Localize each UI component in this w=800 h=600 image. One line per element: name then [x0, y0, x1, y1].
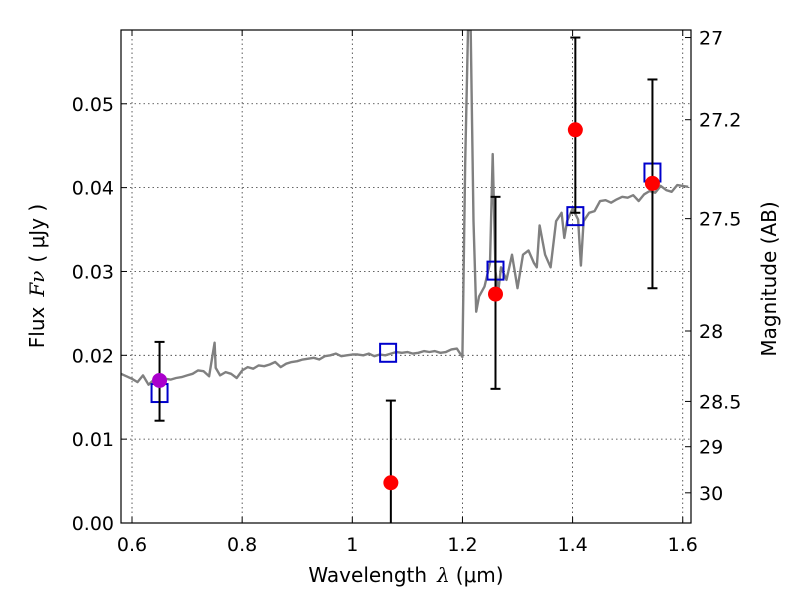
x-tick-label-5: 1.6: [668, 534, 698, 556]
grid-lines: [121, 30, 691, 524]
model-point-1: [379, 342, 398, 363]
y2-tick-label-1: 27.2: [699, 110, 741, 132]
y2-axis-label: Magnitude (AB): [757, 201, 781, 356]
y-tick-label-0: 0.00: [72, 513, 114, 535]
spectrum-line: [121, 30, 689, 386]
x-tick-label-3: 1.2: [447, 534, 477, 556]
plot-data: [121, 30, 689, 404]
y-tick-label-3: 0.03: [72, 261, 114, 283]
y-axis-label: FluxFν( μJy ): [25, 204, 49, 348]
y2-tick-label-6: 30: [699, 483, 723, 505]
axis-ticks: 0.6 0.8 1 1.2 1.4 1.6 0.00 0.01 0.02 0.03 0.04 0.05…: [72, 28, 742, 556]
observed-point-2-1: [487, 286, 503, 302]
y-tick-label-1: 0.01: [72, 429, 114, 451]
y-tick-label-2: 0.02: [72, 345, 114, 367]
observed-point-3-0: [152, 372, 168, 388]
y2-tick-label-2: 27.5: [699, 209, 741, 231]
x-tick-label-1: 0.8: [227, 534, 257, 556]
x-axis-label: Wavelength λ (μm): [308, 563, 503, 587]
x-tick-label-4: 1.4: [557, 534, 587, 556]
plot-frame: [120, 29, 692, 524]
y2-tick-label-5: 29: [699, 437, 723, 459]
observed-point-2-2: [567, 122, 583, 138]
y-tick-label-5: 0.05: [72, 94, 114, 116]
x-tick-label-0: 0.6: [117, 534, 147, 556]
y2-tick-label-4: 28.5: [699, 391, 741, 413]
observed-point-2-3: [644, 175, 660, 191]
y2-tick-label-3: 28: [699, 321, 723, 343]
x-tick-label-2: 1: [346, 534, 358, 556]
y-tick-label-4: 0.04: [72, 178, 114, 200]
observed-point-2-0: [383, 475, 399, 491]
error-bars: [152, 36, 660, 523]
y2-tick-label-0: 27: [699, 28, 723, 50]
